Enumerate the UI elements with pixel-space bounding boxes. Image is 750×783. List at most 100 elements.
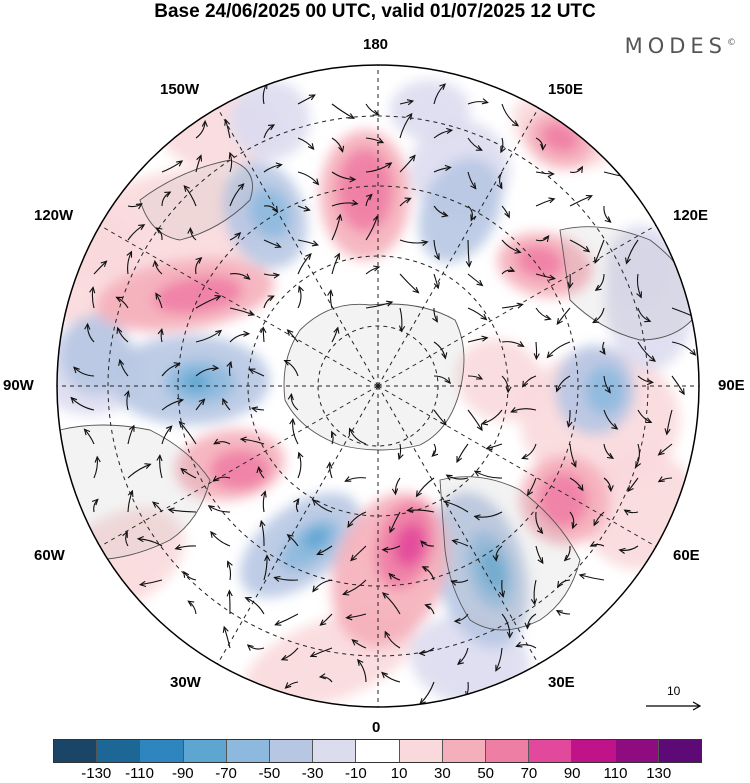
wind-vector — [293, 497, 300, 513]
wind-vector — [473, 511, 503, 521]
wind-vector — [263, 295, 275, 309]
colorbar-segment — [140, 740, 184, 762]
wind-vector — [136, 535, 163, 547]
wind-vector — [473, 470, 503, 479]
wind-vector — [229, 273, 251, 280]
wind-vector — [599, 341, 606, 356]
colorbar-segment — [615, 740, 659, 762]
colorbar-tick-label: 110 — [603, 765, 628, 782]
colorbar-segment — [356, 740, 400, 762]
colorbar-tick-label: 70 — [520, 765, 538, 782]
wind-vector — [156, 454, 163, 479]
wind-vector — [453, 613, 469, 625]
wind-vector — [467, 409, 483, 432]
wind-vector — [316, 545, 333, 556]
wind-vector — [569, 194, 593, 207]
wind-vector — [467, 335, 489, 343]
wind-vector — [297, 252, 312, 275]
wind-vector — [637, 375, 654, 386]
wind-vector — [195, 398, 206, 411]
wind-vector — [603, 477, 614, 493]
wind-vector — [535, 137, 547, 151]
wind-vector — [432, 307, 438, 323]
wind-vector — [510, 406, 537, 413]
wind-vector — [297, 205, 311, 212]
wind-vector — [433, 341, 448, 360]
wind-vector — [567, 273, 574, 289]
wind-vector — [594, 273, 605, 292]
wind-vector — [636, 273, 642, 299]
colorbar-segment — [399, 740, 443, 762]
wind-vector — [195, 364, 220, 377]
lon-label-120e: 120E — [673, 207, 709, 224]
wind-vector — [456, 443, 469, 464]
wind-vector — [563, 545, 571, 562]
wind-vector — [501, 375, 512, 394]
wind-vector — [451, 538, 469, 547]
wind-vector — [70, 396, 95, 411]
wind-vector — [161, 362, 181, 377]
wind-vector — [195, 295, 222, 309]
wind-vector — [260, 326, 267, 343]
wind-vector — [297, 94, 316, 105]
wind-vector — [535, 307, 552, 321]
wind-vector — [297, 285, 304, 309]
colorbar-tick-label: -110 — [125, 765, 154, 782]
wind-vector — [415, 477, 435, 498]
wind-vector — [187, 600, 197, 615]
wind-vector — [365, 193, 373, 207]
wind-vector — [127, 489, 134, 513]
reference-vector-label: 10 — [667, 684, 681, 698]
wind-vector — [273, 575, 299, 582]
reference-vector-arrow — [646, 701, 702, 711]
wind-vector — [183, 184, 197, 207]
colorbar-segment — [529, 740, 573, 762]
wind-vector — [152, 501, 163, 513]
wind-vector — [569, 165, 584, 173]
wind-vector — [388, 572, 401, 581]
wind-vector — [618, 545, 639, 554]
wind-vector — [351, 638, 367, 649]
wind-vector — [467, 273, 484, 287]
wind-vector — [286, 534, 299, 547]
wind-vector — [671, 341, 697, 356]
lon-label-180: 180 — [363, 36, 389, 53]
wind-vector — [492, 545, 503, 562]
wind-vector — [224, 118, 231, 139]
wind-vector — [664, 409, 673, 436]
wind-vector — [418, 647, 435, 657]
colorbar-segment — [486, 740, 530, 762]
wind-vector — [259, 519, 266, 547]
wind-vector — [421, 566, 435, 581]
lon-label-90w: 90W — [3, 377, 34, 394]
wind-vector — [263, 124, 276, 139]
wind-vector — [365, 265, 381, 275]
wind-vector — [365, 103, 380, 116]
lon-label-120w: 120W — [34, 207, 74, 224]
wind-vector — [226, 589, 233, 615]
wind-vector — [365, 162, 393, 173]
wind-vector — [445, 474, 469, 481]
wind-vector — [280, 647, 299, 661]
wind-vector — [501, 302, 524, 309]
wind-vector — [526, 477, 537, 497]
wind-vector — [397, 443, 404, 461]
wind-vector — [530, 579, 538, 606]
wind-vector — [591, 307, 605, 324]
wind-vector — [318, 673, 333, 683]
wind-vector — [522, 375, 537, 388]
wind-vector — [389, 511, 401, 534]
wind-vector — [256, 465, 265, 479]
wind-vector — [515, 641, 537, 649]
wind-vector — [635, 443, 642, 469]
modes-logo: MODES© — [624, 34, 736, 58]
lon-label-30e: 30E — [548, 674, 575, 691]
wind-vector — [365, 137, 385, 144]
wind-vector — [174, 544, 197, 551]
wind-vector — [187, 226, 197, 241]
wind-vector — [399, 154, 416, 173]
wind-vector — [593, 511, 605, 527]
wind-vector — [289, 417, 299, 445]
wind-vector — [521, 443, 537, 460]
